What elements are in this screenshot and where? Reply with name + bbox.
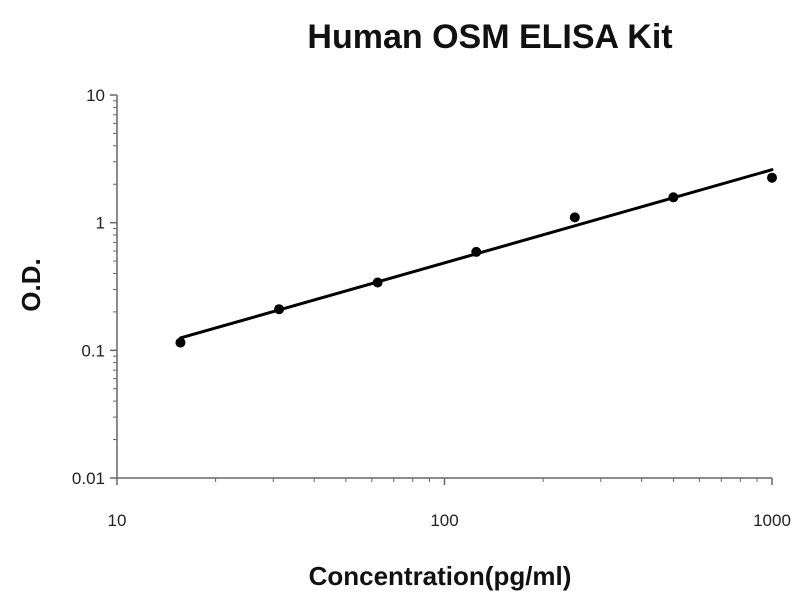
data-point	[274, 304, 285, 315]
data-points	[175, 172, 777, 348]
y-axis-ticks: 0.01 0.1 1 10	[72, 86, 117, 488]
x-axis-ticks: 10 100 1000	[108, 478, 791, 530]
y-tick-label: 0.1	[81, 341, 105, 360]
y-axis-label: O.D.	[16, 258, 46, 311]
data-point	[767, 172, 777, 183]
chart-title: Human OSM ELISA Kit	[307, 18, 672, 56]
axes	[116, 95, 772, 479]
data-point	[175, 337, 186, 348]
x-tick-label: 1000	[753, 511, 791, 530]
data-point	[372, 277, 383, 288]
x-tick-label: 10	[108, 511, 127, 530]
y-tick-label: 1	[96, 214, 105, 233]
data-point	[668, 192, 679, 203]
x-axis-label: Concentration(pg/ml)	[309, 561, 572, 591]
x-tick-label: 100	[430, 511, 458, 530]
data-point	[471, 246, 482, 257]
data-point	[569, 212, 580, 223]
y-tick-label: 10	[86, 86, 105, 105]
y-tick-label: 0.01	[72, 469, 105, 488]
